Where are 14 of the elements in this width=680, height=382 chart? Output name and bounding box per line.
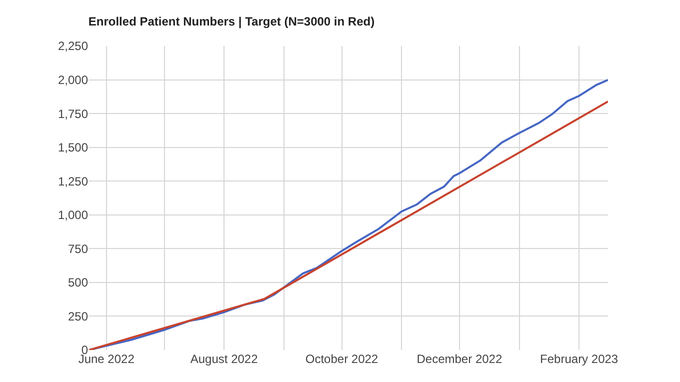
y-tick-label: 1,000: [58, 208, 88, 222]
y-tick-label: 750: [68, 242, 88, 256]
y-tick-label: 2,000: [58, 72, 88, 87]
x-tick-label: October 2022: [305, 352, 378, 366]
y-tick-label: 1,250: [58, 174, 88, 188]
y-tick-label: 500: [68, 276, 88, 290]
x-tick-label: February 2023: [540, 352, 618, 366]
chart-title: Enrolled Patient Numbers | Target (N=3000 in Red): [88, 14, 375, 29]
y-tick-label: 1,500: [58, 140, 88, 155]
x-tick-label: December 2022: [416, 352, 502, 366]
y-tick-label: 1,750: [58, 106, 88, 121]
y-tick-label: 250: [68, 309, 88, 324]
x-tick-label: August 2022: [190, 352, 258, 366]
y-tick-label: 2,250: [58, 39, 88, 54]
